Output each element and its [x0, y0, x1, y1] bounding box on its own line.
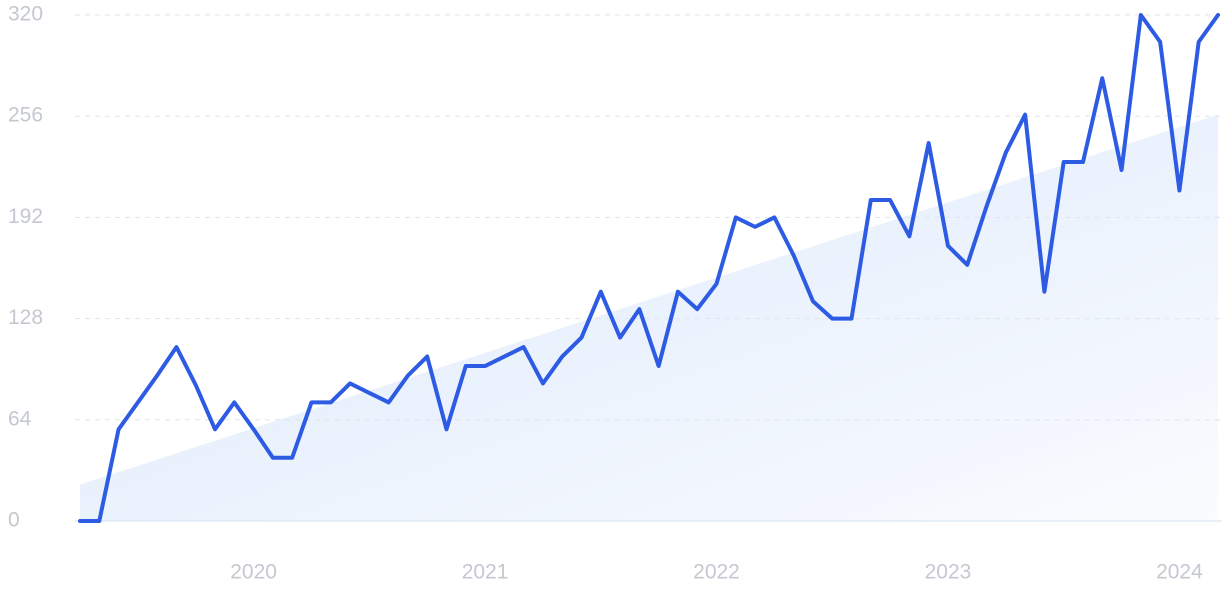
y-tick-label: 128: [8, 306, 43, 329]
y-tick-label: 0: [8, 509, 20, 532]
data-line: [78, 13, 1220, 523]
y-tick-label: 64: [8, 407, 32, 430]
trend-area: [80, 114, 1218, 522]
y-tick-label: 256: [8, 104, 43, 127]
x-tick-label: 2020: [230, 561, 277, 584]
x-tick-label: 2023: [925, 561, 972, 584]
y-tick-label: 320: [8, 3, 43, 26]
x-tick-label: 2022: [693, 561, 740, 584]
y-tick-label: 192: [8, 205, 43, 228]
x-tick-label: 2021: [462, 561, 509, 584]
x-tick-label: 2024: [1156, 561, 1203, 584]
